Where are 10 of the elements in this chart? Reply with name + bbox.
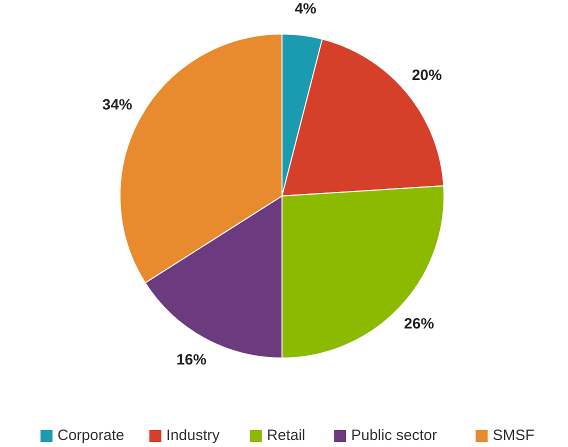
legend-label: Public sector — [351, 426, 437, 444]
data-label: 20% — [412, 67, 442, 84]
legend-label: Retail — [266, 426, 306, 444]
legend-label: Industry — [166, 426, 220, 444]
legend-label: SMSF — [492, 426, 534, 444]
data-label: 16% — [176, 352, 206, 369]
data-label: 4% — [294, 0, 316, 18]
legend-label: Corporate — [58, 426, 124, 444]
data-label: 34% — [102, 96, 132, 114]
data-label: 26% — [404, 316, 434, 333]
